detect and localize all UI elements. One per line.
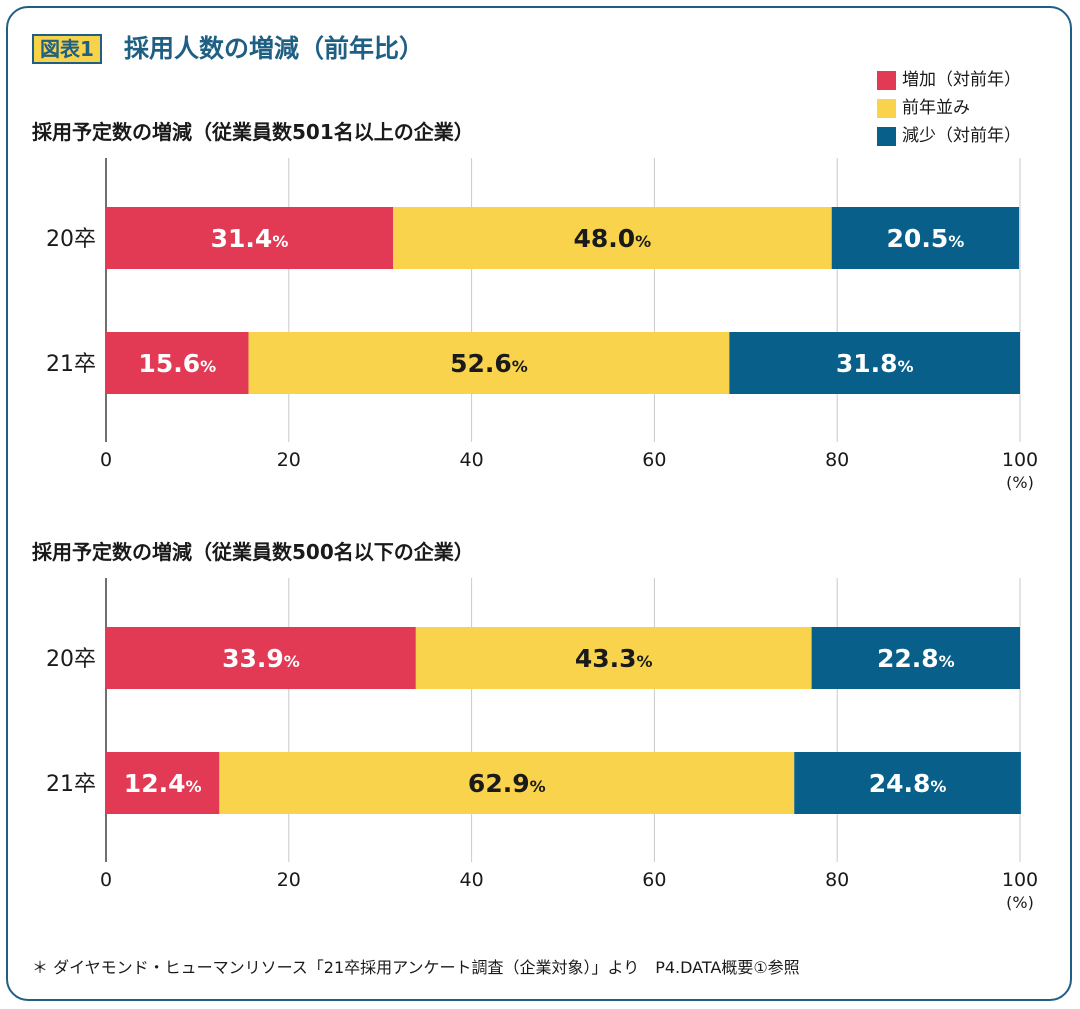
data-label-increase-21卒: 12.4% (124, 769, 202, 798)
legend-swatch-same (877, 98, 896, 118)
legend-label-same: 前年並み (902, 98, 970, 118)
legend-item-increase: 増加（対前年） (877, 66, 1021, 94)
bar-decrease-21卒 (729, 332, 1020, 394)
x-tick-label-60: 60 (642, 869, 666, 891)
data-label-decrease-20卒: 22.8% (877, 644, 955, 673)
x-tick-label-0: 0 (100, 869, 112, 891)
category-label-20卒: 20卒 (46, 227, 96, 252)
bar-decrease-21卒 (794, 752, 1021, 814)
x-tick-label-100: 100 (1002, 869, 1038, 891)
data-label-same-21卒: 52.6% (450, 349, 528, 378)
legend-swatch-decrease (877, 126, 896, 146)
data-label-decrease-21卒: 24.8% (869, 769, 947, 798)
x-tick-label-40: 40 (460, 449, 484, 471)
x-tick-label-80: 80 (825, 869, 849, 891)
chart-small-companies: 0 20 40 60 80 100 (%) 20卒 33.9% 43.3% 22.8% 21卒 12.4… (46, 578, 1038, 912)
bar-decrease-20卒 (831, 207, 1020, 269)
data-label-same-21卒: 62.9% (468, 769, 546, 798)
chart-title-large-companies: 採用予定数の増減（従業員数501名以上の企業） (32, 120, 474, 144)
bar-same-21卒 (248, 332, 730, 394)
x-axis-unit: (%) (1006, 893, 1034, 912)
data-label-same-20卒: 43.3% (575, 644, 653, 673)
figure-frame (6, 6, 1072, 1001)
legend-swatch-increase (877, 70, 896, 90)
bar-same-20卒 (392, 207, 832, 269)
chart-title-small-companies: 採用予定数の増減（従業員数500名以下の企業） (32, 540, 474, 564)
x-tick-label-0: 0 (100, 449, 112, 471)
chart-large-companies: 0 20 40 60 80 100 (%) 20卒 31.4% 48.0% 20.5% 21卒 15.6… (46, 158, 1038, 492)
x-tick-label-80: 80 (825, 449, 849, 471)
x-tick-label-100: 100 (1002, 449, 1038, 471)
data-label-same-20卒: 48.0% (573, 224, 651, 253)
bar-increase-20卒 (106, 207, 393, 269)
x-tick-label-20: 20 (277, 449, 301, 471)
x-tick-label-20: 20 (277, 869, 301, 891)
legend: 増加（対前年） 前年並み 減少（対前年） (877, 66, 1021, 150)
legend-label-decrease: 減少（対前年） (902, 126, 1021, 146)
data-label-increase-20卒: 33.9% (222, 644, 300, 673)
category-label-21卒: 21卒 (46, 772, 96, 797)
x-axis-unit: (%) (1006, 473, 1034, 492)
x-tick-label-40: 40 (460, 869, 484, 891)
category-label-21卒: 21卒 (46, 352, 96, 377)
legend-label-increase: 増加（対前年） (902, 70, 1021, 90)
data-label-decrease-20卒: 20.5% (887, 224, 965, 253)
data-label-decrease-21卒: 31.8% (836, 349, 914, 378)
x-tick-label-60: 60 (642, 449, 666, 471)
category-label-20卒: 20卒 (46, 647, 96, 672)
bar-increase-21卒 (106, 752, 220, 814)
legend-item-decrease: 減少（対前年） (877, 122, 1021, 150)
bar-increase-20卒 (106, 627, 416, 689)
bar-decrease-20卒 (811, 627, 1020, 689)
bar-increase-21卒 (106, 332, 249, 394)
legend-item-same: 前年並み (877, 94, 1021, 122)
figure-title: 採用人数の増減（前年比） (124, 34, 425, 63)
data-label-increase-21卒: 15.6% (138, 349, 216, 378)
bar-same-21卒 (219, 752, 795, 814)
data-label-increase-20卒: 31.4% (211, 224, 289, 253)
figure-label: 図表1 (32, 34, 102, 64)
bar-same-20卒 (415, 627, 812, 689)
footnote: ＊ ダイヤモンド・ヒューマンリソース「21卒採用アンケート調査（企業対象）」より… (32, 958, 800, 977)
